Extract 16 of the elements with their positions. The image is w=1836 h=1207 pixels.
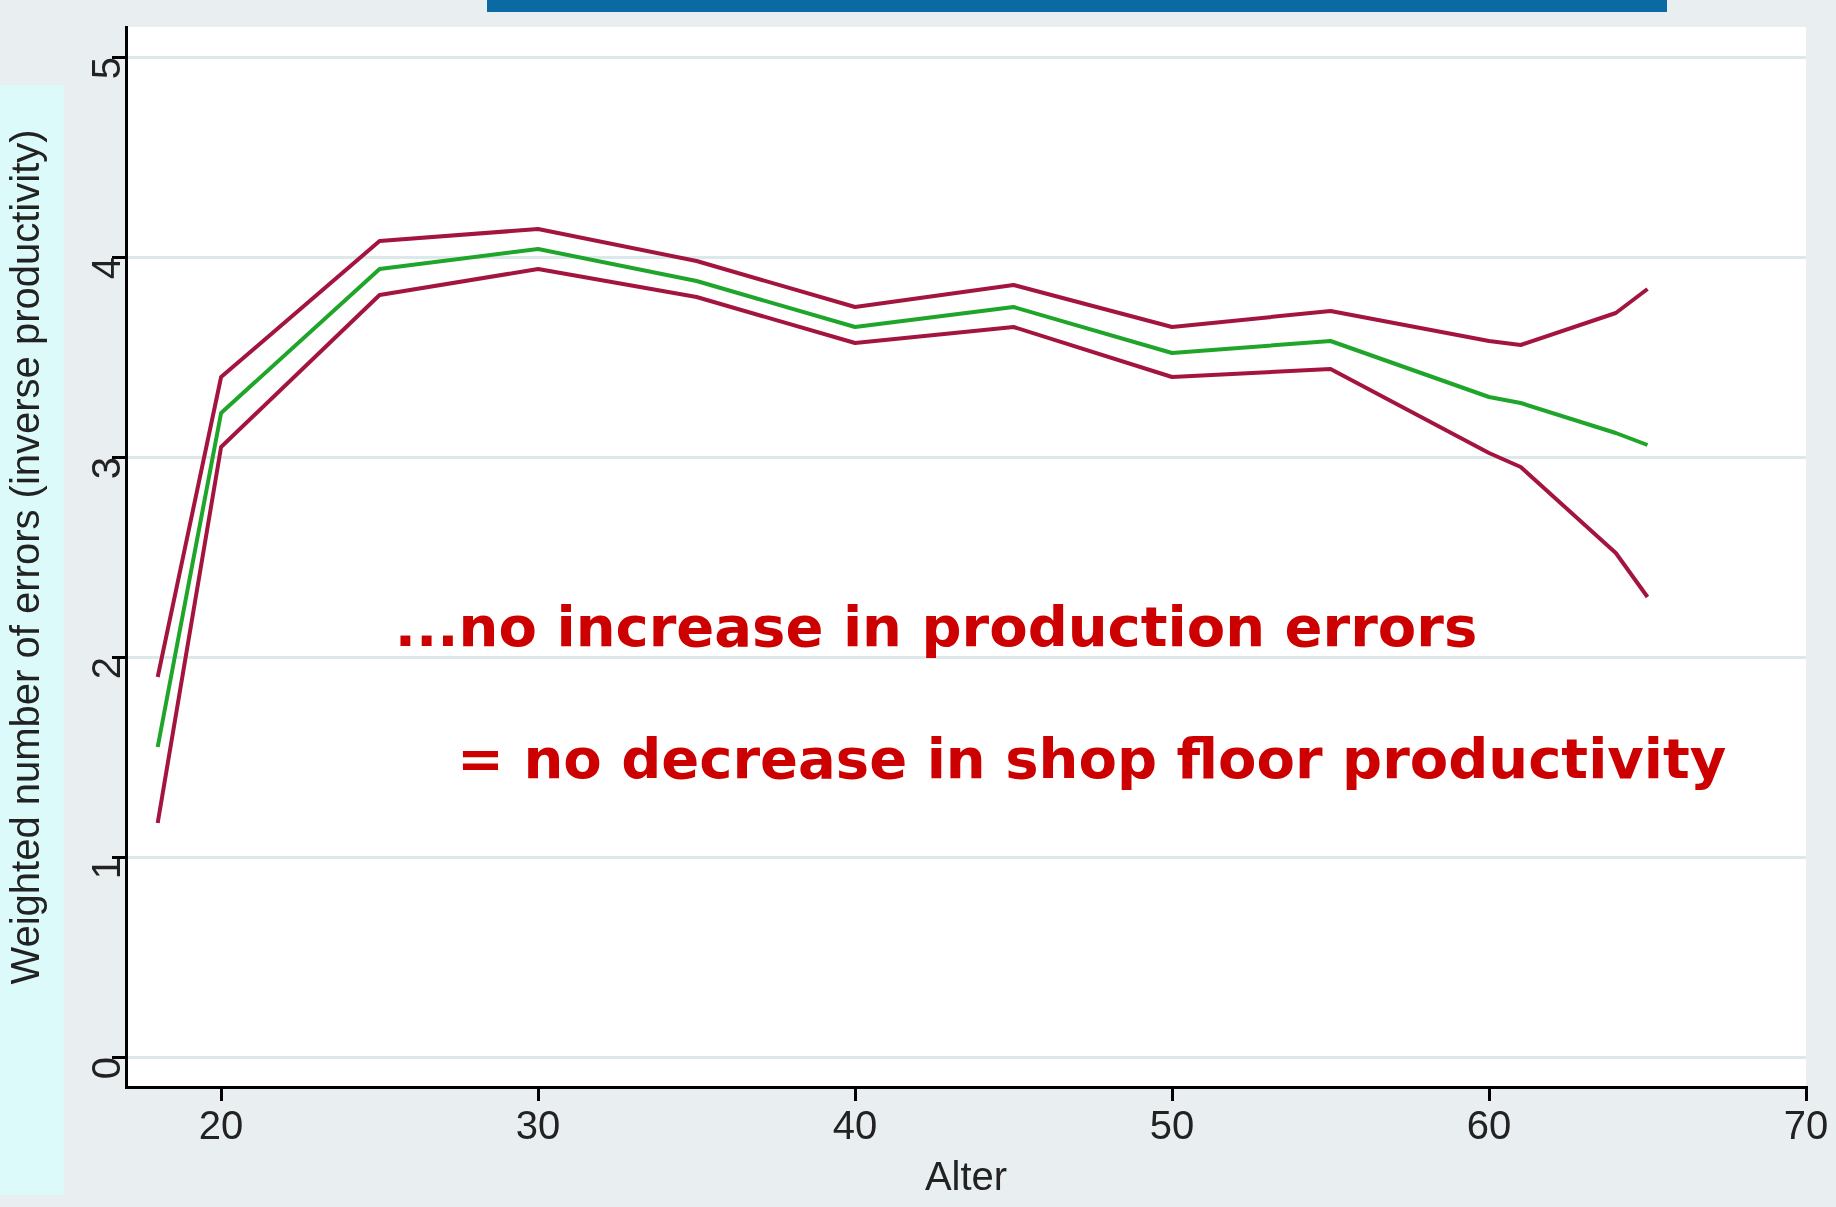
annotation: ...no increase in production errors: [394, 593, 1478, 659]
x-tick-label: 50: [1149, 1103, 1195, 1148]
y-tick-label: 2: [84, 657, 129, 680]
x-tick-label: 20: [198, 1103, 244, 1148]
y-tick-label: 5: [84, 57, 129, 80]
y-tick-label: 3: [84, 457, 129, 480]
x-tick-label: 60: [1466, 1103, 1512, 1148]
x-tick-label: 40: [832, 1103, 878, 1148]
y-tick-label: 1: [84, 857, 129, 880]
y-tick-label: 0: [84, 1057, 129, 1080]
annotation: = no decrease in shop floor productivity: [456, 726, 1727, 792]
x-tick-label: 30: [515, 1103, 561, 1148]
y-tick-label: 4: [84, 257, 129, 280]
x-axis-title: Alter: [924, 1154, 1008, 1199]
y-axis-title: Weighted number of errors (inverse productivity): [3, 129, 48, 985]
x-tick-label: 70: [1783, 1103, 1829, 1148]
